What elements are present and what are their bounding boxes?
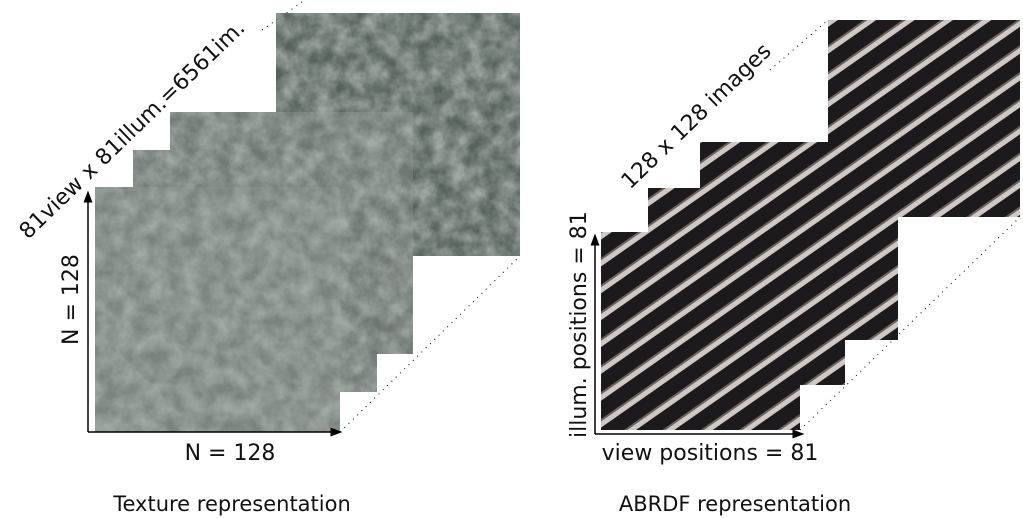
abrdf-stack: 128 x 128 images illum. positions = 81 v… (567, 20, 1020, 516)
figure: 81view x 81illum.=6561im. N = 128 N = 12… (0, 0, 1023, 518)
x-label: N = 128 (185, 441, 276, 466)
caption: Texture representation (112, 492, 351, 516)
texture-stack: 81view x 81illum.=6561im. N = 128 N = 12… (15, 0, 520, 516)
y-label: N = 128 (59, 254, 84, 345)
dotted-line (770, 20, 828, 70)
texture-image (95, 187, 340, 432)
caption: ABRDF representation (619, 492, 851, 516)
x-label: view positions = 81 (602, 441, 819, 466)
y-label: illum. positions = 81 (567, 211, 592, 438)
abrdf-image (601, 232, 800, 430)
